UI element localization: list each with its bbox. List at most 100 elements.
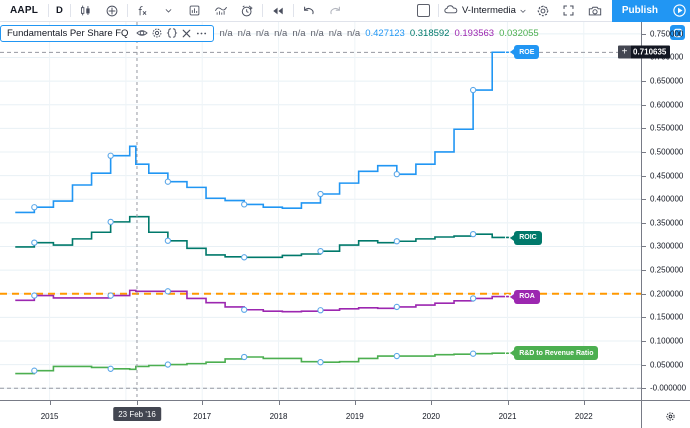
close-icon[interactable] xyxy=(179,26,194,41)
indicator-value: n/a xyxy=(292,27,306,39)
series-point-marker[interactable] xyxy=(469,350,477,357)
price-axis-tick xyxy=(642,364,646,366)
indicator-value: n/a xyxy=(255,27,270,39)
series-point-marker[interactable] xyxy=(164,237,172,244)
price-axis-label: 0.250000 xyxy=(650,265,684,275)
price-axis-label: 0.550000 xyxy=(650,123,684,133)
series-point-marker[interactable] xyxy=(31,292,38,299)
cloud-icon xyxy=(444,2,459,20)
series-point-marker[interactable] xyxy=(164,178,172,185)
series-point-marker[interactable] xyxy=(393,238,400,245)
time-axis-tick xyxy=(202,401,204,405)
series-point-marker[interactable] xyxy=(241,353,248,361)
symbol-button[interactable]: AAPL xyxy=(10,5,39,16)
series-tag-roic[interactable]: ROIC xyxy=(505,230,542,245)
series-tag-roe[interactable]: ROE xyxy=(505,45,540,60)
series-line-r-d-to-revenue-ratio[interactable] xyxy=(15,352,511,375)
gear-icon[interactable] xyxy=(149,26,164,41)
series-point-marker[interactable] xyxy=(241,306,248,313)
series-point-marker[interactable] xyxy=(241,254,248,261)
series-point-marker[interactable] xyxy=(31,239,38,246)
time-axis[interactable]: 2015 2017 2018 2019 2020 2021 2022 23 Feb '16 xyxy=(0,400,690,428)
series-point-marker[interactable] xyxy=(393,352,400,360)
series-line-roic[interactable] xyxy=(15,215,511,259)
price-axis[interactable]: 0.7500000.7000000.6500000.6000000.550000… xyxy=(618,22,690,400)
price-axis-tick xyxy=(642,222,646,224)
series-tag-anchor-dot xyxy=(505,235,511,240)
time-axis-label: 2018 xyxy=(269,412,288,421)
current-price-badge[interactable]: 0.710635 xyxy=(630,45,671,59)
chevron-down-icon[interactable] xyxy=(157,2,181,20)
eye-icon[interactable] xyxy=(134,26,149,41)
series-tag-label: ROA xyxy=(519,293,535,300)
series-point-marker[interactable] xyxy=(107,365,114,372)
series-point-marker[interactable] xyxy=(317,190,324,198)
interval-button[interactable]: D xyxy=(56,5,63,16)
series-line-roe[interactable] xyxy=(15,51,511,214)
fx-icon[interactable] xyxy=(131,2,155,20)
series-point-marker[interactable] xyxy=(241,201,248,208)
price-axis-label: 0.200000 xyxy=(650,289,684,299)
series-point-marker[interactable] xyxy=(393,303,400,311)
series-point-marker[interactable] xyxy=(164,288,172,295)
price-axis-label: 0.050000 xyxy=(650,360,684,370)
series-tag-roa[interactable]: ROA xyxy=(505,289,540,304)
time-axis-tick xyxy=(583,401,585,405)
indicator-title: Fundamentals Per Share FQ xyxy=(7,27,129,39)
play-circle-icon[interactable] xyxy=(668,0,690,22)
time-axis-tick xyxy=(49,401,51,405)
source-code-icon[interactable] xyxy=(164,26,179,41)
series-point-marker[interactable] xyxy=(107,152,114,159)
more-dots-icon[interactable] xyxy=(194,26,209,41)
series-tag-anchor-dot xyxy=(505,294,511,299)
add-alert-button[interactable]: + xyxy=(618,45,631,59)
publish-button[interactable]: Publish xyxy=(611,0,668,22)
series-point-marker[interactable] xyxy=(31,367,38,374)
series-point-marker[interactable] xyxy=(393,170,400,178)
series-tag-anchor-dot xyxy=(505,350,511,356)
series-point-marker[interactable] xyxy=(317,359,324,366)
bar-chart-icon[interactable] xyxy=(183,2,207,20)
series-point-marker[interactable] xyxy=(317,248,324,255)
series-point-marker[interactable] xyxy=(469,230,477,238)
time-axis-tick xyxy=(431,401,433,405)
redo-arrow-icon[interactable] xyxy=(323,2,347,20)
chart-plot-area[interactable] xyxy=(0,22,641,400)
tradingview-logo-icon[interactable] xyxy=(670,25,685,40)
price-axis-tick xyxy=(642,293,646,295)
gear-icon[interactable] xyxy=(531,2,555,20)
toolbar-divider xyxy=(261,4,263,17)
price-axis-label: 0.650000 xyxy=(650,76,684,86)
series-point-marker[interactable] xyxy=(469,295,477,302)
indicator-value: 0.032055 xyxy=(499,27,539,39)
toolbar-divider xyxy=(126,4,128,17)
fullscreen-icon[interactable] xyxy=(557,2,581,20)
chart-canvas[interactable] xyxy=(0,22,641,400)
series-point-marker[interactable] xyxy=(107,292,114,299)
layout-checkbox-icon[interactable] xyxy=(411,2,435,20)
indicator-values: n/a n/a n/a n/a n/a n/a n/a n/a 0.427123 0.318592… xyxy=(219,28,538,39)
series-tag-label: ROIC xyxy=(519,234,537,241)
candlestick-icon[interactable] xyxy=(74,2,98,20)
series-point-marker[interactable] xyxy=(317,307,324,314)
series-tag-r-d-to-revenue-ratio[interactable]: R&D to Revenue Ratio xyxy=(505,346,599,361)
indicator-value: 0.318592 xyxy=(409,27,450,39)
rewind-icon[interactable] xyxy=(266,2,290,20)
crosshair-date-badge[interactable]: 23 Feb '16 xyxy=(113,407,161,421)
series-line-roa[interactable] xyxy=(15,289,511,313)
cloud-layout-label: V-Intermedia xyxy=(462,5,516,16)
line-chart-icon[interactable] xyxy=(209,2,233,20)
plus-circle-icon[interactable] xyxy=(100,2,124,20)
series-point-marker[interactable] xyxy=(107,218,114,226)
price-axis-tick xyxy=(642,388,646,390)
cloud-layout-button[interactable]: V-Intermedia xyxy=(441,2,530,20)
series-point-marker[interactable] xyxy=(164,361,172,368)
series-point-marker[interactable] xyxy=(469,86,477,94)
series-point-marker[interactable] xyxy=(31,204,38,211)
undo-arrow-icon[interactable] xyxy=(297,2,321,20)
camera-icon[interactable] xyxy=(583,2,607,20)
indicator-legend-box[interactable]: Fundamentals Per Share FQ xyxy=(0,24,215,42)
alarm-clock-icon[interactable] xyxy=(235,2,259,20)
gear-icon[interactable] xyxy=(665,409,676,427)
